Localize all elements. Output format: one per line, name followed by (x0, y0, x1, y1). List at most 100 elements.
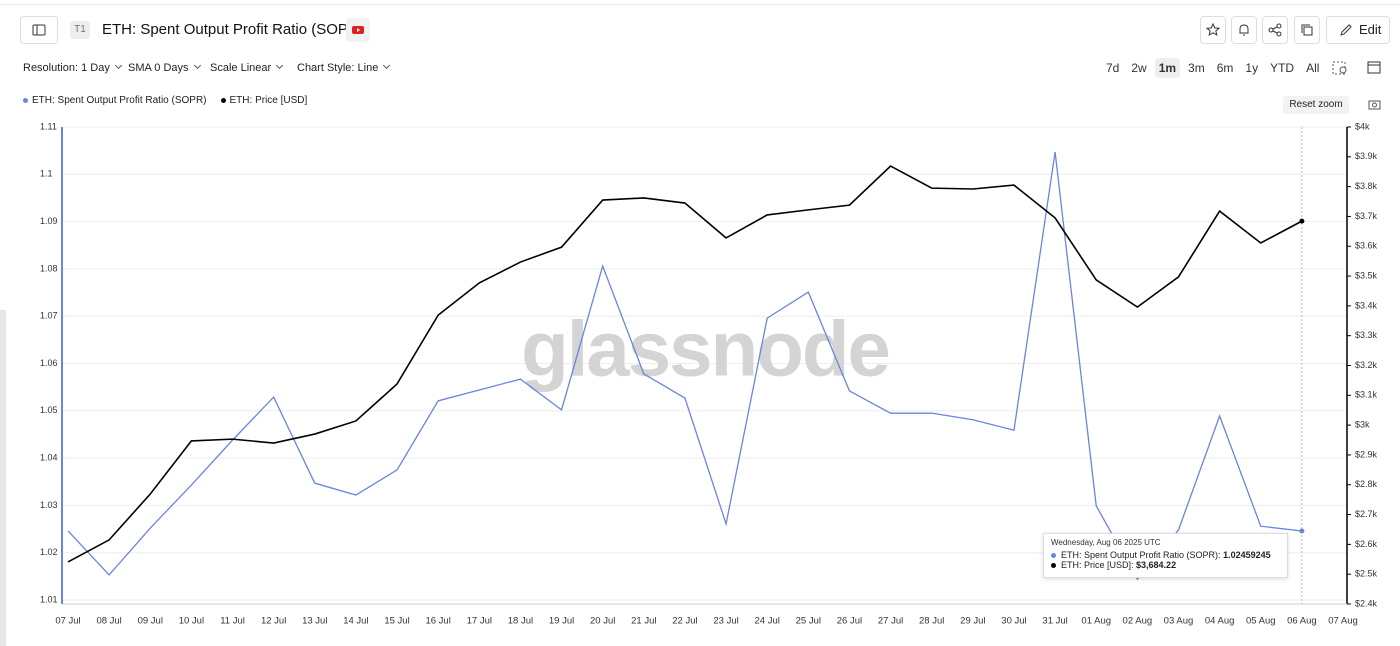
x-tick-label: 22 Jul (672, 616, 697, 627)
grid (62, 126, 1347, 601)
x-tick-label: 24 Jul (755, 616, 780, 627)
y2-tick-label: $3.4k (1355, 300, 1378, 310)
y-tick-label: 1.06 (40, 358, 58, 368)
watermark: glassnode (521, 305, 889, 393)
y2-tick-label: $3.3k (1355, 330, 1378, 340)
x-tick-label: 08 Jul (96, 616, 121, 627)
y2-tick-label: $2.5k (1355, 569, 1378, 579)
range-button[interactable]: 3m (1188, 61, 1205, 75)
y2-tick-label: $3k (1355, 420, 1370, 430)
tooltip-value: 1.02459245 (1223, 550, 1271, 560)
x-tick-label: 14 Jul (343, 616, 368, 627)
y-tick-label: 1.09 (40, 216, 58, 226)
tooltip-value: $3,684.22 (1136, 560, 1177, 570)
y-tick-label: 1.03 (40, 500, 58, 510)
x-tick-label: 27 Jul (878, 616, 903, 627)
scale-dropdown[interactable]: Scale Linear (210, 62, 282, 74)
y2-tick-label: $2.8k (1355, 479, 1378, 489)
legend-label: ETH: Spent Output Profit Ratio (SOPR) (32, 95, 207, 106)
x-tick-label: 06 Aug (1287, 616, 1317, 627)
y-tick-label: 1.08 (40, 263, 58, 273)
y2-tick-label: $3.5k (1355, 270, 1378, 280)
icon (1268, 23, 1282, 37)
camera-icon[interactable] (1367, 98, 1383, 112)
range-button[interactable]: 2w (1131, 61, 1147, 75)
top-border (0, 4, 1400, 5)
x-tick-label: 18 Jul (508, 616, 533, 627)
y2-tick-label: $3.9k (1355, 151, 1378, 161)
calendar-icon[interactable] (1364, 57, 1384, 77)
series-line (67, 151, 1302, 581)
x-tick-label: 11 Jul (220, 616, 245, 627)
x-tick-label: 01 Aug (1081, 616, 1111, 627)
x-tick-label: 16 Jul (425, 616, 450, 627)
legend-label: ETH: Price [USD] (229, 95, 308, 106)
x-tick-label: 12 Jul (261, 616, 286, 627)
y-tick-label: 1.02 (40, 547, 58, 557)
title: ETH: Spent Output Profit Ratio (SOPR) (102, 21, 364, 38)
y2-tick-label: $3.7k (1355, 211, 1378, 221)
star-button[interactable] (1200, 16, 1226, 44)
x-tick-label: 17 Jul (467, 616, 492, 627)
y-tick-label: 1.07 (40, 311, 58, 321)
edit-button[interactable]: Edit (1326, 16, 1390, 44)
range-button[interactable]: 7d (1106, 61, 1120, 75)
zoom-icon[interactable] (1330, 58, 1354, 78)
scroll-indicator (0, 310, 6, 646)
style-dropdown[interactable]: Chart Style: Line (297, 62, 389, 74)
x-tick-label: 03 Aug (1164, 616, 1194, 627)
legend-swatch (23, 98, 28, 103)
legend-swatch (220, 98, 226, 103)
y2-tick-label: $3.2k (1355, 360, 1378, 370)
icon (1340, 24, 1352, 36)
icon (1301, 24, 1313, 36)
x-tick-label: 02 Aug (1123, 616, 1153, 627)
sma-dropdown[interactable]: SMA 0 Days (128, 62, 200, 74)
badge: T1 (70, 21, 90, 39)
x-tick-label: 29 Jul (960, 616, 985, 627)
x-tick-label: 23 Jul (713, 616, 738, 627)
y-tick-label: 1.11 (40, 121, 57, 131)
tooltip-label: ETH: Spent Output Profit Ratio (SOPR): (1061, 550, 1221, 560)
legend-item: ETH: Price [USD] (220, 95, 308, 106)
tooltip-row: ETH: Spent Output Profit Ratio (SOPR): 1… (1051, 550, 1280, 560)
x-tick-label: 30 Jul (1001, 616, 1026, 627)
range-button[interactable]: 6m (1216, 61, 1234, 75)
x-tick-label: 07 Jul (55, 616, 80, 627)
range-button[interactable]: 1m (1154, 58, 1181, 78)
icon (352, 26, 364, 34)
legend: ETH: Spent Output Profit Ratio (SOPR) ETH… (23, 95, 307, 106)
x-tick-label: 21 Jul (631, 616, 656, 627)
x-tick-label: 15 Jul (384, 616, 409, 627)
x-tick-label: 20 Jul (590, 616, 615, 627)
x-tick-label: 04 Aug (1205, 616, 1235, 627)
icon (1239, 24, 1249, 36)
tooltip-date: Wednesday, Aug 06 2025 UTC (1051, 538, 1161, 547)
x-tick-label: 28 Jul (919, 616, 944, 627)
copy-button[interactable] (1294, 16, 1320, 44)
y2-tick-label: $2.6k (1355, 539, 1378, 549)
sidebar-toggle[interactable] (20, 16, 58, 44)
range-button[interactable]: YTD (1270, 61, 1295, 75)
y2-tick-label: $2.7k (1355, 509, 1378, 519)
video-button[interactable] (346, 18, 370, 42)
alert-button[interactable] (1231, 16, 1257, 44)
tooltip-row: ETH: Price [USD]: $3,684.22 (1051, 560, 1280, 570)
legend-item: ETH: Spent Output Profit Ratio (SOPR) (23, 95, 207, 106)
hover-point (1299, 218, 1305, 224)
tooltip-swatch (1051, 563, 1056, 569)
y2-tick-label: $3.1k (1355, 390, 1378, 400)
reset-zoom-button[interactable]: Reset zoom (1283, 96, 1349, 114)
y2-tick-label: $4k (1355, 121, 1370, 131)
range-button[interactable]: All (1306, 61, 1320, 75)
range-button[interactable]: 1y (1245, 61, 1259, 75)
x-tick-label: 09 Jul (138, 616, 163, 627)
series-line (67, 165, 1303, 563)
y-tick-label: 1.04 (40, 452, 58, 462)
y2-tick-label: $2.9k (1355, 449, 1378, 459)
edit-label: Edit (1359, 22, 1382, 37)
share-button[interactable] (1262, 16, 1288, 44)
x-tick-label: 25 Jul (796, 616, 821, 627)
resolution-dropdown[interactable]: Resolution: 1 Day (23, 62, 121, 74)
